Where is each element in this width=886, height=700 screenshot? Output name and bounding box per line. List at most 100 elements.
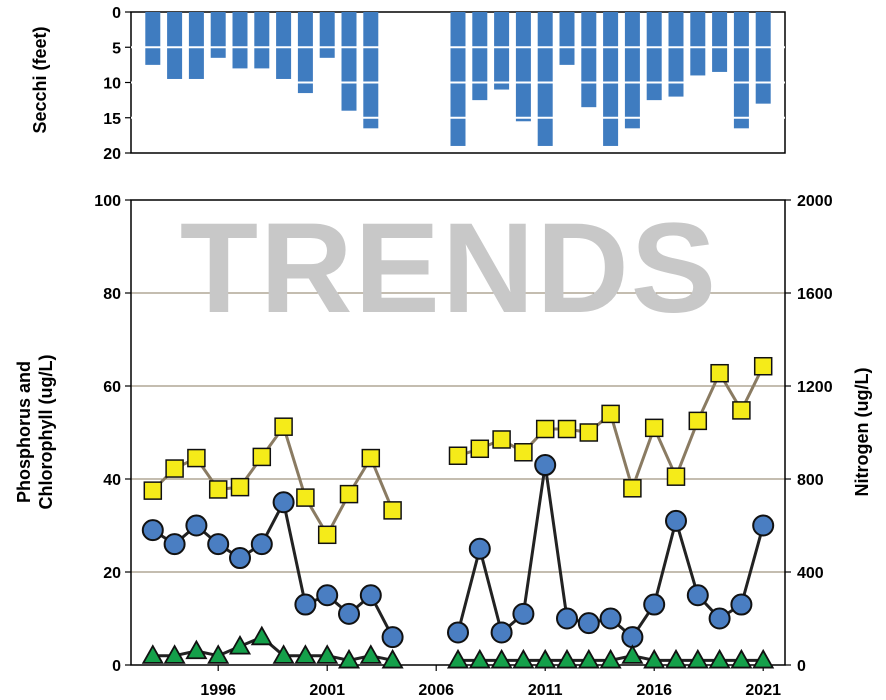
- phosphorus-point: [556, 607, 578, 630]
- nitrogen-point: [732, 401, 751, 420]
- chlorophyll-point: [446, 648, 470, 669]
- phosphorus-point: [730, 593, 753, 616]
- chlorophyll-point: [708, 648, 731, 669]
- nitrogen-point: [666, 467, 686, 486]
- secchi-y-tick-label: 15: [103, 111, 121, 128]
- secchi-bar: [603, 12, 619, 146]
- phosphorus-point: [643, 593, 666, 616]
- nitrogen-point: [557, 419, 577, 439]
- phosphorus-point: [294, 593, 317, 616]
- secchi-bar: [319, 12, 335, 58]
- main-panel: Phosphorus and Chlorophyll (ug/L) Nitrog…: [14, 193, 872, 699]
- chlorophyll-point: [534, 648, 557, 669]
- chlorophyll-point: [468, 648, 491, 669]
- secchi-bar: [668, 12, 684, 97]
- secchi-bar: [690, 12, 706, 76]
- phosphorus-point: [468, 537, 491, 560]
- secchi-y-tick-label: 0: [112, 5, 121, 22]
- chlorophyll-point: [250, 625, 273, 646]
- chlorophyll-point: [337, 648, 361, 669]
- secchi-bar: [450, 12, 466, 146]
- nitrogen-point: [579, 423, 599, 442]
- nitrogen-point: [252, 447, 272, 467]
- phosphorus-point: [577, 612, 600, 635]
- chlorophyll-point: [577, 648, 600, 669]
- chlorophyll-point: [599, 648, 622, 669]
- secchi-y-tick-label: 5: [112, 40, 121, 57]
- chlorophyll-point: [730, 648, 753, 669]
- nitrogen-point: [165, 459, 184, 478]
- series-line: [457, 365, 765, 490]
- secchi-bar: [210, 12, 226, 58]
- nitrogen-point: [644, 418, 664, 438]
- left-y-tick-label: 40: [103, 472, 121, 489]
- secchi-bar: [341, 12, 357, 111]
- chlorophyll-point: [490, 648, 513, 669]
- phosphorus-point: [250, 533, 273, 556]
- x-tick-label: 2021: [745, 682, 781, 699]
- phosphorus-point: [752, 514, 775, 537]
- nitrogen-point: [601, 404, 620, 424]
- secchi-bar: [167, 12, 183, 79]
- nitrogen-point: [274, 417, 293, 436]
- chlorophyll-point: [512, 648, 535, 669]
- x-tick-label: 2011: [528, 682, 563, 699]
- phosphorus-point: [665, 509, 687, 532]
- chlorophyll-point: [359, 644, 382, 664]
- nitrogen-point: [317, 525, 337, 545]
- secchi-bar: [232, 12, 248, 69]
- secchi-bar: [188, 12, 204, 79]
- phosphorus-point: [229, 547, 251, 570]
- left-y-tick-label: 20: [103, 565, 121, 582]
- nitrogen-point: [710, 363, 729, 383]
- chlorophyll-point: [294, 644, 317, 664]
- phosphorus-point: [316, 584, 339, 607]
- secchi-bar: [624, 12, 640, 129]
- chlorophyll-point: [555, 648, 579, 669]
- nitrogen-point: [361, 448, 381, 468]
- phosphorus-point: [381, 626, 404, 649]
- phosphorus-point: [686, 584, 709, 607]
- nitrogen-point: [208, 480, 228, 499]
- chlorophyll-point: [643, 648, 666, 669]
- secchi-axis-title: Secchi (feet): [30, 26, 50, 133]
- secchi-bar: [276, 12, 292, 79]
- chlorophyll-point: [381, 648, 404, 669]
- chlorophyll-point: [272, 644, 295, 664]
- left-axis-title-line2: Chlorophyll (ug/L): [36, 355, 56, 510]
- left-y-tick-label: 100: [94, 193, 121, 210]
- left-y-tick-label: 60: [103, 379, 121, 396]
- x-tick-label: 2001: [309, 682, 345, 699]
- secchi-bar: [646, 12, 662, 101]
- left-axis-title-line1: Phosphorus and: [14, 361, 34, 503]
- secchi-bar: [755, 12, 771, 104]
- phosphorus-point: [534, 454, 557, 477]
- right-axis-title: Nitrogen (ug/L): [852, 368, 872, 497]
- left-y-tick-label: 0: [112, 658, 121, 675]
- x-tick-label: 1996: [200, 682, 236, 699]
- right-y-tick-label: 1600: [797, 286, 833, 303]
- nitrogen-point: [492, 430, 511, 449]
- left-y-tick-label: 80: [103, 286, 121, 303]
- x-tick-label: 2006: [418, 682, 454, 699]
- phosphorus-point: [490, 621, 513, 644]
- phosphorus-point: [621, 626, 644, 649]
- nitrogen-point: [230, 477, 250, 497]
- x-tick-label: 2016: [636, 682, 672, 699]
- chlorophyll-point: [163, 644, 186, 664]
- nitrogen-point: [514, 443, 533, 462]
- nitrogen-point: [187, 448, 206, 468]
- phosphorus-point: [272, 491, 295, 514]
- secchi-bar: [494, 12, 510, 90]
- chlorophyll-point: [316, 644, 339, 664]
- right-y-tick-label: 400: [797, 565, 824, 582]
- nitrogen-point: [623, 479, 642, 498]
- nitrogen-point: [296, 488, 315, 507]
- phosphorus-point: [185, 514, 208, 537]
- secchi-bar: [515, 12, 531, 122]
- secchi-bar: [297, 12, 313, 94]
- secchi-bar: [733, 12, 749, 129]
- phosphorus-point: [599, 607, 622, 630]
- secchi-y-tick-label: 20: [103, 146, 121, 163]
- chlorophyll-point: [686, 648, 709, 669]
